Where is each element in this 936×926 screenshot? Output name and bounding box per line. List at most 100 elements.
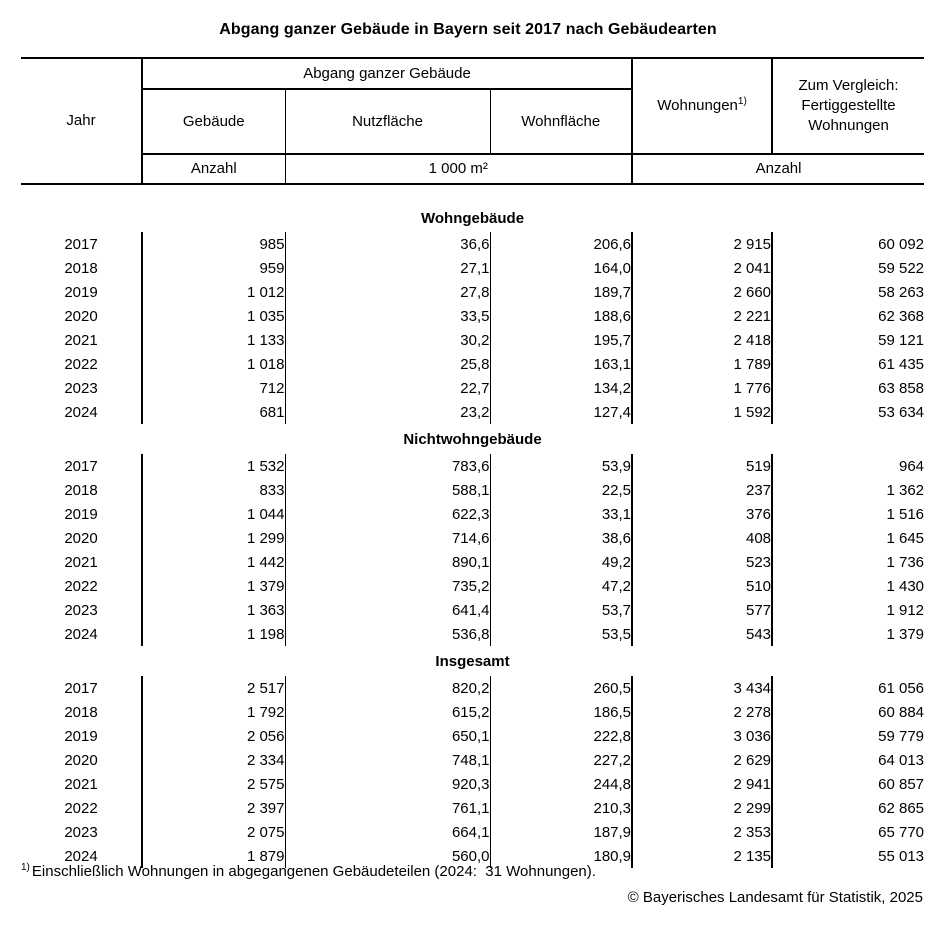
value-cell: 1 379	[886, 625, 925, 643]
value-cell: 53 634	[878, 403, 925, 421]
year-cell: 2019	[21, 502, 143, 526]
value-cell: 681	[142, 400, 286, 424]
value-cell: 2 660	[632, 280, 774, 304]
value-cell: 36,6	[285, 232, 491, 256]
column-header-gebaeude: Gebäude	[142, 89, 286, 155]
column-header-jahr: Jahr	[21, 57, 143, 185]
value-cell: 2 517	[142, 676, 286, 700]
table-row: 2022 2 397 761,1 210,3 2 299 62 865	[21, 796, 924, 820]
value-cell: 53,7	[490, 598, 634, 622]
value-cell: 1 018	[142, 352, 286, 376]
table-row: 2017 2 517 820,2 260,5 3 434 61 056	[21, 676, 924, 700]
value-cell: 27,1	[285, 256, 491, 280]
value-cell: 761,1	[285, 796, 491, 820]
value-cell: 3 434	[632, 676, 774, 700]
value-cell: 735,2	[285, 574, 491, 598]
statistics-table: Jahr Abgang ganzer Gebäude Wohnungen1) Z…	[21, 57, 925, 868]
value-cell: 163,1	[490, 352, 634, 376]
header-row-columns: Gebäude Nutzfläche Wohnfläche	[21, 89, 924, 155]
table-row: 2024 1 198 536,8 53,5 543 1 379	[21, 622, 924, 646]
value-cell: 964	[899, 457, 925, 475]
value-cell: 187,9	[490, 820, 634, 844]
year-cell: 2017	[21, 232, 143, 256]
table-row: 2023 1 363 641,4 53,7 577 1 912	[21, 598, 924, 622]
value-cell: 60 884	[878, 703, 925, 721]
value-cell: 560,0	[285, 844, 491, 868]
value-cell: 408	[632, 526, 774, 550]
value-cell: 25,8	[285, 352, 491, 376]
table-row: 2017 1 532 783,6 53,9 519 964	[21, 454, 924, 478]
section-label: Nichtwohngebäude	[403, 430, 542, 448]
value-cell: 134,2	[490, 376, 634, 400]
value-cell: 1 363	[142, 598, 286, 622]
value-cell: 577	[632, 598, 774, 622]
value-cell: 985	[142, 232, 286, 256]
value-cell: 1 789	[632, 352, 774, 376]
year-cell: 2023	[21, 820, 143, 844]
value-cell: 2 278	[632, 700, 774, 724]
year-cell: 2018	[21, 700, 143, 724]
value-cell: 2 334	[142, 748, 286, 772]
table-row: 2024 681 23,2 127,4 1 592 53 634	[21, 400, 924, 424]
value-cell: 222,8	[490, 724, 634, 748]
value-cell: 61 056	[878, 679, 925, 697]
value-cell: 714,6	[285, 526, 491, 550]
value-cell: 833	[142, 478, 286, 502]
value-cell: 27,8	[285, 280, 491, 304]
value-cell: 748,1	[285, 748, 491, 772]
unit-header-1000-m2: 1 000 m²	[285, 154, 634, 185]
value-cell: 2 353	[632, 820, 774, 844]
value-cell: 1 516	[886, 505, 925, 523]
year-cell: 2018	[21, 256, 143, 280]
value-cell: 244,8	[490, 772, 634, 796]
value-cell: 59 779	[878, 727, 925, 745]
value-cell: 1 379	[142, 574, 286, 598]
table-row: 2021 1 442 890,1 49,2 523 1 736	[21, 550, 924, 574]
year-cell: 2022	[21, 574, 143, 598]
value-cell: 61 435	[878, 355, 925, 373]
value-cell: 59 121	[878, 331, 925, 349]
table-header: Jahr Abgang ganzer Gebäude Wohnungen1) Z…	[21, 57, 925, 185]
value-cell: 536,8	[285, 622, 491, 646]
value-cell: 650,1	[285, 724, 491, 748]
value-cell: 64 013	[878, 751, 925, 769]
table-row: 2023 712 22,7 134,2 1 776 63 858	[21, 376, 924, 400]
value-cell: 47,2	[490, 574, 634, 598]
value-cell: 543	[632, 622, 774, 646]
value-cell: 127,4	[490, 400, 634, 424]
value-cell: 2 397	[142, 796, 286, 820]
column-header-wohnflaeche: Wohnfläche	[490, 89, 634, 155]
column-header-wohnungen: Wohnungen1)	[632, 57, 774, 155]
table-row: 2020 2 334 748,1 227,2 2 629 64 013	[21, 748, 924, 772]
section-label: Insgesamt	[435, 652, 510, 670]
value-cell: 1 776	[632, 376, 774, 400]
value-cell: 2 941	[632, 772, 774, 796]
value-cell: 2 075	[142, 820, 286, 844]
value-cell: 227,2	[490, 748, 634, 772]
value-cell: 59 522	[878, 259, 925, 277]
value-cell: 260,5	[490, 676, 634, 700]
year-cell: 2022	[21, 796, 143, 820]
table-row: 2018 1 792 615,2 186,5 2 278 60 884	[21, 700, 924, 724]
year-cell: 2019	[21, 724, 143, 748]
table-row: 2020 1 299 714,6 38,6 408 1 645	[21, 526, 924, 550]
value-cell: 164,0	[490, 256, 634, 280]
value-cell: 55 013	[878, 847, 925, 865]
value-cell: 1 035	[142, 304, 286, 328]
value-cell: 49,2	[490, 550, 634, 574]
year-cell: 2021	[21, 550, 143, 574]
value-cell: 519	[632, 454, 774, 478]
value-cell: 1 532	[142, 454, 286, 478]
year-cell: 2023	[21, 376, 143, 400]
section-label: Wohngebäude	[420, 210, 525, 227]
value-cell: 2 629	[632, 748, 774, 772]
value-cell: 62 865	[878, 799, 925, 817]
value-cell: 22,7	[285, 376, 491, 400]
year-cell: 2023	[21, 598, 143, 622]
value-cell: 1 645	[886, 529, 925, 547]
value-cell: 510	[632, 574, 774, 598]
table-row: 2021 2 575 920,3 244,8 2 941 60 857	[21, 772, 924, 796]
section-header-row: Insgesamt	[21, 646, 924, 676]
value-cell: 2 299	[632, 796, 774, 820]
value-cell: 920,3	[285, 772, 491, 796]
